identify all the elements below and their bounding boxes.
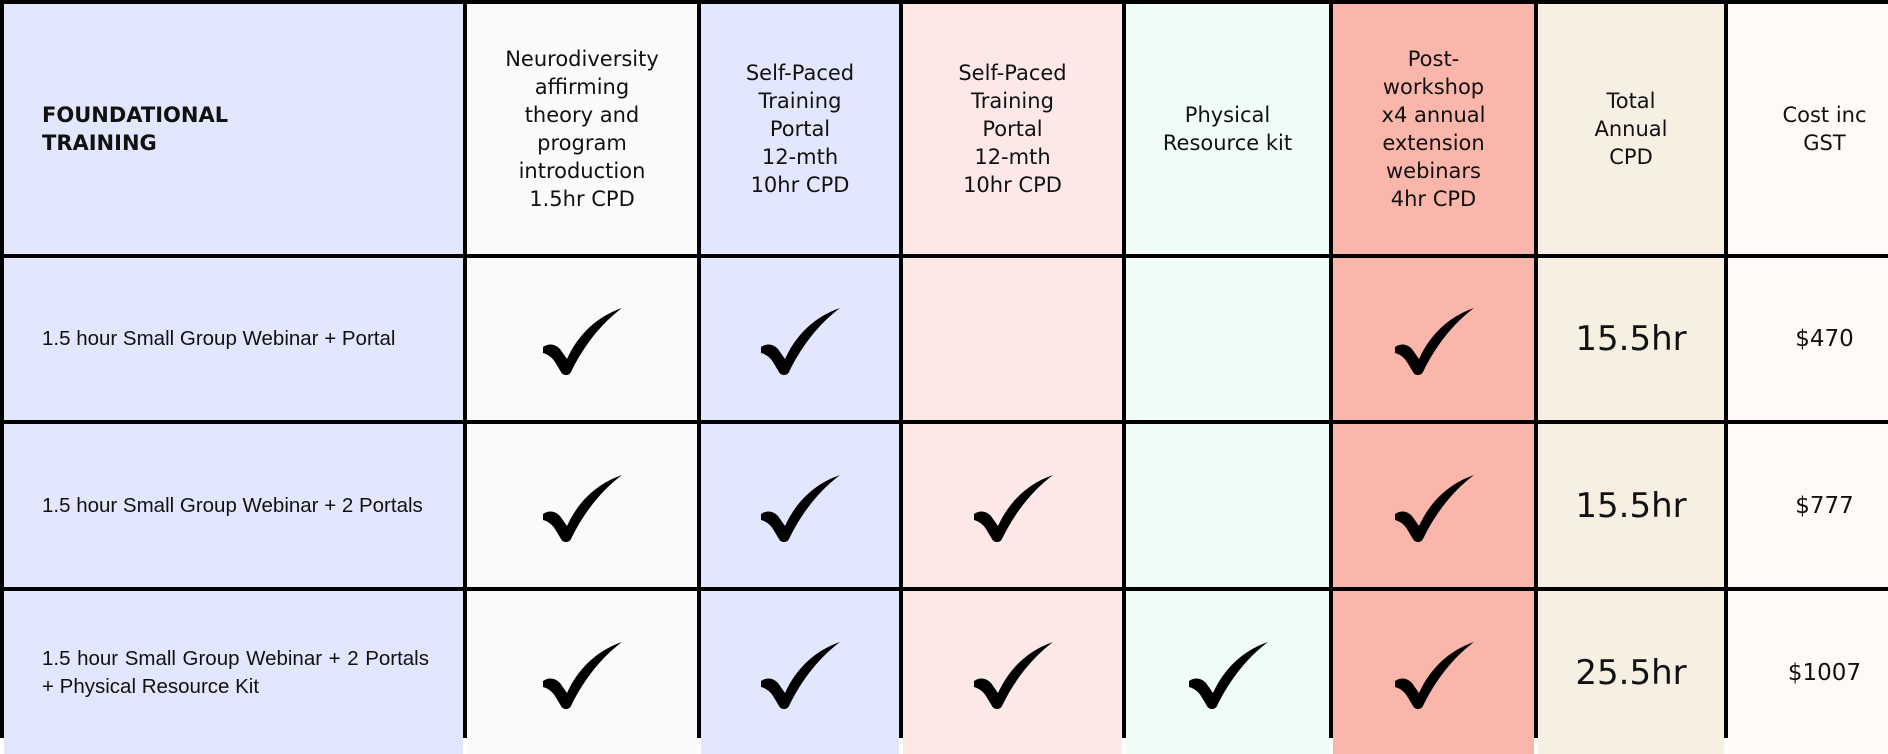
checkmark-icon — [973, 641, 1053, 709]
column-header-label: Self-Paced Training Portal 12-mth 10hr C… — [745, 61, 855, 197]
checkmark-icon — [1188, 641, 1268, 709]
cost-value: $470 — [1795, 326, 1854, 352]
total-cpd-cell: 15.5hr — [1538, 424, 1724, 587]
total-cpd-value: 15.5hr — [1575, 485, 1687, 526]
package-label: 1.5 hour Small Group Webinar + Portal — [42, 327, 396, 350]
column-header-resource-kit: Physical Resource kit — [1126, 4, 1329, 254]
checkmark-icon — [543, 474, 622, 542]
checkmark-icon — [761, 641, 840, 709]
cost-cell: $470 — [1728, 258, 1888, 420]
check-cell-neurodiversity — [467, 258, 697, 420]
column-header-portal-2: Self-Paced Training Portal 12-mth 10hr C… — [903, 4, 1122, 254]
table-title: FOUNDATIONAL TRAINING — [42, 103, 229, 155]
checkmark-icon — [543, 308, 622, 375]
column-header-label: Neurodiversity affirming theory and prog… — [505, 47, 659, 211]
column-header-label: Cost inc GST — [1782, 103, 1867, 155]
check-cell-post-workshop — [1333, 591, 1534, 754]
column-header-label: Self-Paced Training Portal 12-mth 10hr C… — [958, 61, 1067, 197]
checkmark-icon — [543, 641, 622, 709]
checkmark-icon — [761, 474, 840, 542]
column-header-cost: Cost inc GST — [1728, 4, 1888, 254]
total-cpd-cell: 15.5hr — [1538, 258, 1724, 420]
check-cell-portal-2 — [903, 258, 1122, 420]
check-cell-portal-1 — [701, 258, 899, 420]
cost-cell: $1007 — [1728, 591, 1888, 754]
total-cpd-value: 15.5hr — [1575, 319, 1687, 359]
package-label: 1.5 hour Small Group Webinar + 2 Portals — [42, 493, 423, 517]
column-header-label: Post- workshop x4 annual extension webin… — [1381, 47, 1486, 211]
row-label-cell: 1.5 hour Small Group Webinar + 2 Portals — [4, 424, 463, 587]
cost-value: $777 — [1795, 492, 1854, 519]
column-header-portal-1: Self-Paced Training Portal 12-mth 10hr C… — [701, 4, 899, 254]
column-header-label: Total Annual CPD — [1594, 89, 1668, 169]
column-header-post-workshop: Post- workshop x4 annual extension webin… — [1333, 4, 1534, 254]
check-cell-post-workshop — [1333, 424, 1534, 587]
check-cell-resource-kit — [1126, 424, 1329, 587]
check-cell-portal-2 — [903, 591, 1122, 754]
check-cell-neurodiversity — [467, 591, 697, 754]
column-header-label: Physical Resource kit — [1162, 103, 1293, 155]
check-cell-portal-1 — [701, 591, 899, 754]
checkmark-icon — [973, 474, 1053, 542]
cost-value: $1007 — [1787, 659, 1862, 686]
checkmark-icon — [1394, 474, 1474, 542]
cost-cell: $777 — [1728, 424, 1888, 587]
checkmark-icon — [1394, 641, 1474, 709]
check-cell-post-workshop — [1333, 258, 1534, 420]
check-cell-resource-kit — [1126, 258, 1329, 420]
checkmark-icon — [1394, 308, 1474, 375]
package-label: 1.5 hour Small Group Webinar + 2 Portals… — [42, 646, 429, 698]
check-cell-neurodiversity — [467, 424, 697, 587]
column-header-total-cpd: Total Annual CPD — [1538, 4, 1724, 254]
column-header-neurodiversity: Neurodiversity affirming theory and prog… — [467, 4, 697, 254]
table-title-cell: FOUNDATIONAL TRAINING — [4, 4, 463, 254]
checkmark-icon — [761, 308, 840, 375]
total-cpd-cell: 25.5hr — [1538, 591, 1724, 754]
total-cpd-value: 25.5hr — [1575, 652, 1687, 693]
check-cell-portal-1 — [701, 424, 899, 587]
row-label-cell: 1.5 hour Small Group Webinar + 2 Portals… — [4, 591, 463, 754]
row-label-cell: 1.5 hour Small Group Webinar + Portal — [4, 258, 463, 420]
check-cell-portal-2 — [903, 424, 1122, 587]
check-cell-resource-kit — [1126, 591, 1329, 754]
